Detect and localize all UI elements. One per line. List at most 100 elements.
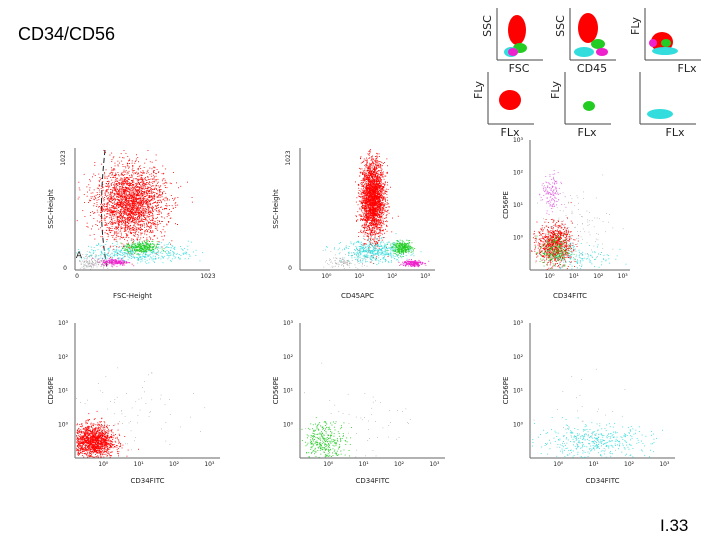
data-point: [166, 250, 168, 252]
data-point: [366, 191, 367, 193]
data-point: [93, 265, 95, 267]
data-point: [129, 262, 131, 264]
data-point: [102, 209, 104, 211]
data-point: [100, 266, 102, 267]
data-point: [155, 154, 157, 156]
data-point: [117, 204, 119, 205]
data-point: [135, 205, 136, 207]
data-point: [140, 259, 142, 260]
data-point: [108, 198, 110, 200]
data-point: [126, 226, 128, 228]
data-point: [111, 253, 113, 255]
data-point: [119, 230, 121, 232]
data-point: [125, 200, 127, 202]
data-point: [137, 257, 138, 259]
data-point: [148, 195, 150, 197]
data-point: [114, 222, 116, 224]
data-point: [370, 175, 372, 177]
data-point: [126, 249, 128, 250]
data-point: [368, 247, 370, 249]
data-point: [147, 206, 149, 208]
data-point: [118, 258, 120, 260]
data-point: [92, 225, 93, 227]
data-point: [165, 192, 167, 194]
data-point: [155, 258, 157, 260]
data-point: [133, 247, 134, 249]
data-point: [154, 179, 156, 181]
data-point: [146, 245, 148, 247]
data-point: [143, 208, 144, 210]
data-point: [136, 171, 138, 173]
data-point: [157, 182, 158, 184]
data-point: [107, 255, 108, 256]
data-point: [104, 206, 105, 208]
data-point: [124, 223, 126, 225]
data-point: [124, 177, 126, 179]
data-point: [130, 250, 132, 252]
data-point: [121, 189, 123, 191]
data-point: [130, 207, 132, 209]
data-point: [139, 216, 141, 217]
data-point: [371, 165, 373, 167]
data-point: [141, 219, 143, 221]
data-point: [109, 254, 111, 256]
data-point: [361, 185, 363, 187]
data-point: [146, 209, 147, 210]
data-point: [146, 230, 148, 232]
data-point: [146, 244, 148, 245]
data-point: [102, 204, 104, 205]
data-point: [149, 181, 150, 183]
data-point: [132, 250, 133, 251]
data-point: [106, 209, 108, 211]
data-point: [139, 207, 141, 209]
data-point: [163, 250, 165, 252]
data-point: [160, 258, 162, 260]
data-point: [98, 184, 100, 186]
data-point: [106, 176, 108, 178]
data-point: [104, 263, 105, 265]
data-point: [111, 261, 112, 263]
data-point: [123, 210, 125, 212]
data-point: [94, 162, 96, 163]
data-point: [145, 212, 147, 214]
data-point: [130, 252, 132, 253]
data-point: [361, 193, 363, 195]
data-point: [103, 264, 104, 266]
data-point: [111, 169, 113, 171]
data-point: [147, 220, 149, 222]
data-point: [117, 254, 119, 256]
data-point: [83, 261, 85, 262]
data-point: [104, 173, 106, 175]
data-point: [120, 189, 122, 191]
data-point: [117, 203, 119, 205]
data-point: [139, 241, 140, 243]
data-point: [94, 250, 96, 252]
data-point: [93, 250, 95, 251]
data-point: [115, 187, 117, 189]
data-point: [125, 225, 126, 227]
data-point: [91, 249, 93, 251]
data-point: [126, 247, 128, 249]
data-point: [125, 197, 126, 199]
data-point: [157, 224, 159, 225]
data-point: [115, 240, 117, 242]
data-point: [150, 181, 152, 183]
data-point: [137, 224, 139, 226]
data-point: [123, 182, 125, 184]
data-point: [378, 195, 380, 197]
data-point: [150, 244, 152, 246]
data-point: [376, 204, 377, 206]
data-point: [99, 221, 101, 223]
data-point: [108, 258, 110, 259]
data-point: [166, 182, 168, 184]
data-point: [160, 231, 162, 232]
data-point: [112, 266, 114, 268]
data-point: [143, 192, 145, 194]
data-point: [115, 261, 117, 262]
data-point: [138, 254, 140, 256]
data-point: [156, 189, 157, 190]
data-point: [364, 170, 366, 171]
data-point: [102, 264, 103, 265]
data-point: [110, 257, 112, 258]
data-point: [174, 198, 175, 200]
